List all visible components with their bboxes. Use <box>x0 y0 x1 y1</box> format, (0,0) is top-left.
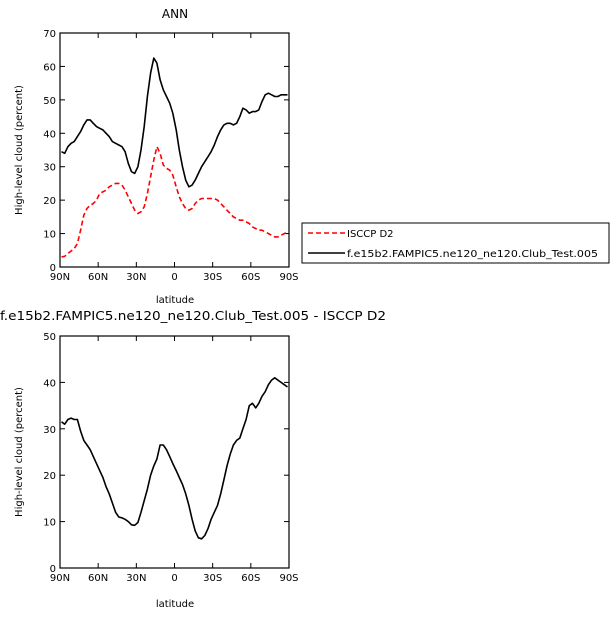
y-tick-label: 50 <box>43 96 56 107</box>
x-tick-label: 90N <box>50 573 70 584</box>
legend-label-isccp: ISCCP D2 <box>347 229 394 240</box>
y-tick-label: 20 <box>43 471 56 482</box>
series-line-0 <box>61 376 288 540</box>
x-axis-label: latitude <box>156 599 194 610</box>
y-tick-label: 70 <box>43 29 56 40</box>
y-tick-label: 0 <box>50 564 56 575</box>
y-tick-label: 60 <box>43 62 56 73</box>
y-tick-label: 0 <box>50 263 56 274</box>
x-tick-label: 90S <box>279 573 298 584</box>
y-tick-label: 40 <box>43 378 56 389</box>
series-lines <box>61 376 288 540</box>
legend-box <box>301 222 610 264</box>
panel-bottom: f.e15b2.FAMPIC5.ne120_ne120.Club_Test.00… <box>0 309 386 610</box>
x-tick-label: 60S <box>241 272 260 283</box>
series-line-0 <box>61 145 288 258</box>
y-axis-label: High-level cloud (percent) <box>14 85 25 215</box>
y-tick-label: 30 <box>43 163 56 174</box>
axis-ticks: 90N 60N 30N 0 30S 60S 90S 0 10 20 30 40 50 60 70 <box>43 29 298 283</box>
x-tick-label: 60N <box>88 573 108 584</box>
y-tick-label: 30 <box>43 425 56 436</box>
x-tick-label: 90S <box>279 272 298 283</box>
x-tick-label: 90N <box>50 272 70 283</box>
y-tick-label: 50 <box>43 332 56 343</box>
y-tick-label: 40 <box>43 129 56 140</box>
y-tick-label: 20 <box>43 196 56 207</box>
y-tick-label: 10 <box>43 230 56 241</box>
series-lines <box>61 57 288 258</box>
y-axis-label: High-level cloud (percent) <box>14 387 25 517</box>
legend-label-model: f.e15b2.FAMPIC5.ne120_ne120.Club_Test.00… <box>347 249 598 260</box>
chart-title: ANN <box>162 7 188 21</box>
chart-title: f.e15b2.FAMPIC5.ne120_ne120.Club_Test.00… <box>0 309 386 323</box>
y-tick-label: 10 <box>43 518 56 529</box>
x-tick-label: 30N <box>126 272 146 283</box>
x-tick-label: 60S <box>241 573 260 584</box>
axis-ticks: 90N 60N 30N 0 30S 60S 90S 0 10 20 30 40 50 <box>43 332 298 584</box>
x-tick-label: 30S <box>203 272 222 283</box>
x-tick-label: 30S <box>203 573 222 584</box>
plot-frame <box>59 32 290 268</box>
plot-frame <box>59 335 290 569</box>
x-tick-label: 30N <box>126 573 146 584</box>
x-tick-label: 60N <box>88 272 108 283</box>
panel-top: ANN High-level cloud (percent) latitude … <box>14 7 299 306</box>
x-axis-label: latitude <box>156 295 194 306</box>
series-line-1 <box>61 57 288 188</box>
legend: ISCCP D2 f.e15b2.FAMPIC5.ne120_ne120.Clu… <box>301 222 610 264</box>
x-tick-label: 0 <box>171 573 177 584</box>
x-tick-label: 0 <box>171 272 177 283</box>
